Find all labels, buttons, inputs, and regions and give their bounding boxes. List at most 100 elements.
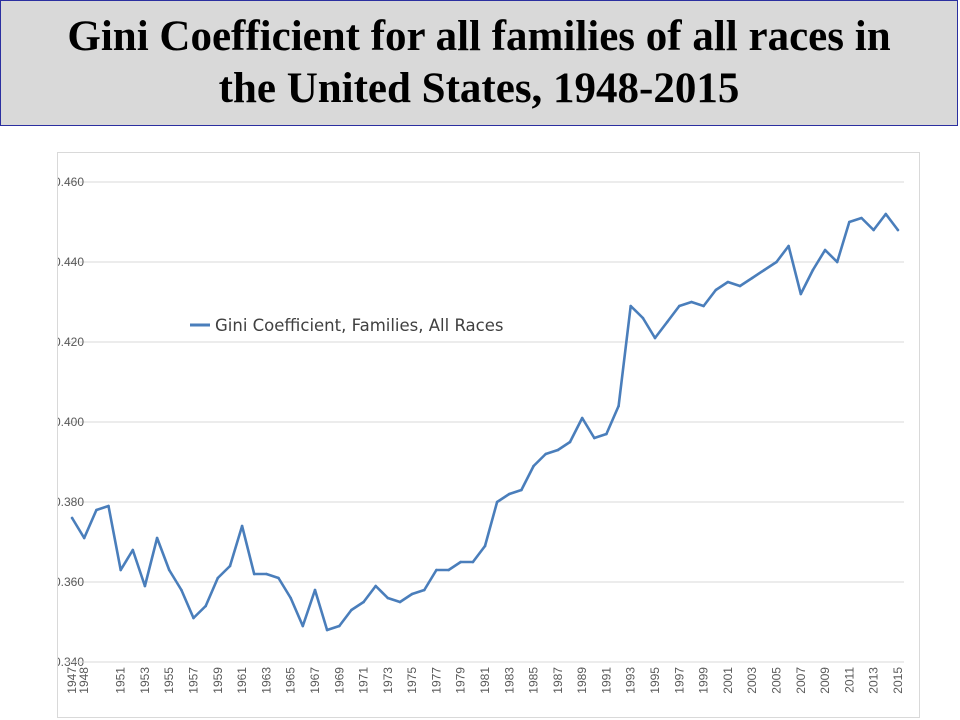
x-tick-label: 1989 [575, 667, 589, 694]
data-point [750, 276, 754, 280]
data-point [131, 548, 135, 552]
data-point [107, 504, 110, 508]
data-point [350, 608, 353, 612]
data-point [811, 268, 815, 272]
data-point [860, 216, 863, 220]
data-point [192, 616, 195, 620]
x-tick-label: 2011 [842, 667, 856, 693]
data-point [556, 448, 560, 452]
legend-label: Gini Coefficient, Families, All Races [215, 316, 503, 335]
data-point [216, 576, 220, 580]
title-line-2: the United States, 1948-2015 [218, 65, 740, 112]
x-tick-label: 1965 [284, 667, 298, 694]
data-point [410, 592, 414, 596]
x-tick-label: 1991 [599, 667, 613, 694]
data-point [568, 440, 572, 444]
data-point [240, 524, 244, 528]
data-point [155, 536, 159, 540]
data-point [119, 568, 122, 572]
data-point [180, 588, 183, 592]
x-tick-label: 2001 [721, 667, 735, 694]
data-point [641, 316, 645, 320]
data-point [738, 284, 742, 288]
data-point [398, 600, 402, 604]
data-point [726, 280, 730, 284]
data-point [265, 572, 268, 576]
data-point [483, 544, 487, 548]
data-point [702, 304, 705, 308]
data-point [143, 584, 147, 588]
data-point [872, 228, 875, 232]
data-point [204, 604, 207, 608]
data-point [532, 464, 535, 468]
data-point [763, 268, 766, 272]
x-tick-label: 2015 [891, 667, 905, 694]
x-tick-label: 2013 [867, 667, 881, 694]
data-point [775, 260, 778, 264]
data-point [580, 416, 584, 420]
x-tick-label: 1995 [648, 667, 662, 694]
x-tick-label: 2003 [745, 667, 759, 694]
data-point [70, 516, 74, 520]
data-point [690, 300, 693, 304]
x-tick-label: 2007 [794, 667, 808, 694]
data-point [325, 628, 329, 632]
data-point [508, 492, 511, 496]
data-point [447, 568, 450, 572]
data-point [386, 596, 390, 600]
x-tick-label: 1993 [624, 667, 638, 694]
data-point [835, 260, 839, 264]
x-tick-label: 1951 [114, 667, 128, 694]
x-tick-label: 1963 [259, 667, 273, 694]
data-point [629, 304, 632, 308]
data-point [884, 212, 888, 216]
x-tick-label: 1985 [527, 667, 541, 694]
data-point [593, 436, 596, 440]
data-point [823, 248, 827, 252]
data-point [313, 588, 317, 592]
x-tick-label: 1981 [478, 667, 492, 694]
data-point [459, 560, 463, 564]
x-tick-label: 1997 [672, 667, 686, 694]
title-line-1: Gini Coefficient for all families of all… [67, 13, 891, 60]
data-point [678, 304, 681, 308]
data-point [605, 432, 608, 436]
y-tick-label: 0.460 [58, 175, 84, 189]
title-banner: Gini Coefficient for all families of all… [0, 0, 958, 126]
x-tick-label: 1948 [77, 667, 91, 694]
data-point [848, 220, 851, 224]
x-tick-label: 1983 [502, 667, 516, 694]
y-tick-label: 0.380 [58, 495, 84, 509]
x-tick-label: 1959 [211, 667, 225, 694]
data-point [495, 500, 499, 504]
x-tick-label: 1957 [187, 667, 201, 694]
y-tick-label: 0.360 [58, 575, 84, 589]
x-tick-label: 1975 [405, 667, 419, 694]
x-tick-label: 2009 [818, 667, 832, 694]
data-point [338, 624, 341, 628]
data-point [617, 404, 620, 408]
data-point [423, 588, 426, 592]
data-point [435, 568, 438, 572]
data-point [362, 600, 365, 604]
x-tick-label: 1973 [381, 667, 395, 694]
data-point [665, 320, 669, 324]
data-point [82, 536, 86, 540]
x-tick-label: 1967 [308, 667, 322, 694]
y-tick-label: 0.440 [58, 255, 84, 269]
data-point [471, 560, 475, 564]
x-tick-label: 1987 [551, 667, 565, 694]
data-point [787, 244, 790, 248]
y-tick-label: 0.400 [58, 415, 84, 429]
data-point [301, 624, 305, 628]
x-tick-label: 1953 [138, 667, 152, 694]
data-point [653, 336, 657, 340]
data-point [374, 584, 378, 588]
x-tick-label: 1961 [235, 667, 249, 694]
chart-panel: 0.3400.3600.3800.4000.4200.4400.46019471… [57, 152, 920, 718]
data-point [799, 292, 803, 296]
data-point [252, 572, 256, 576]
data-point [544, 452, 547, 456]
data-point [520, 488, 523, 492]
x-tick-label: 2005 [769, 667, 783, 694]
